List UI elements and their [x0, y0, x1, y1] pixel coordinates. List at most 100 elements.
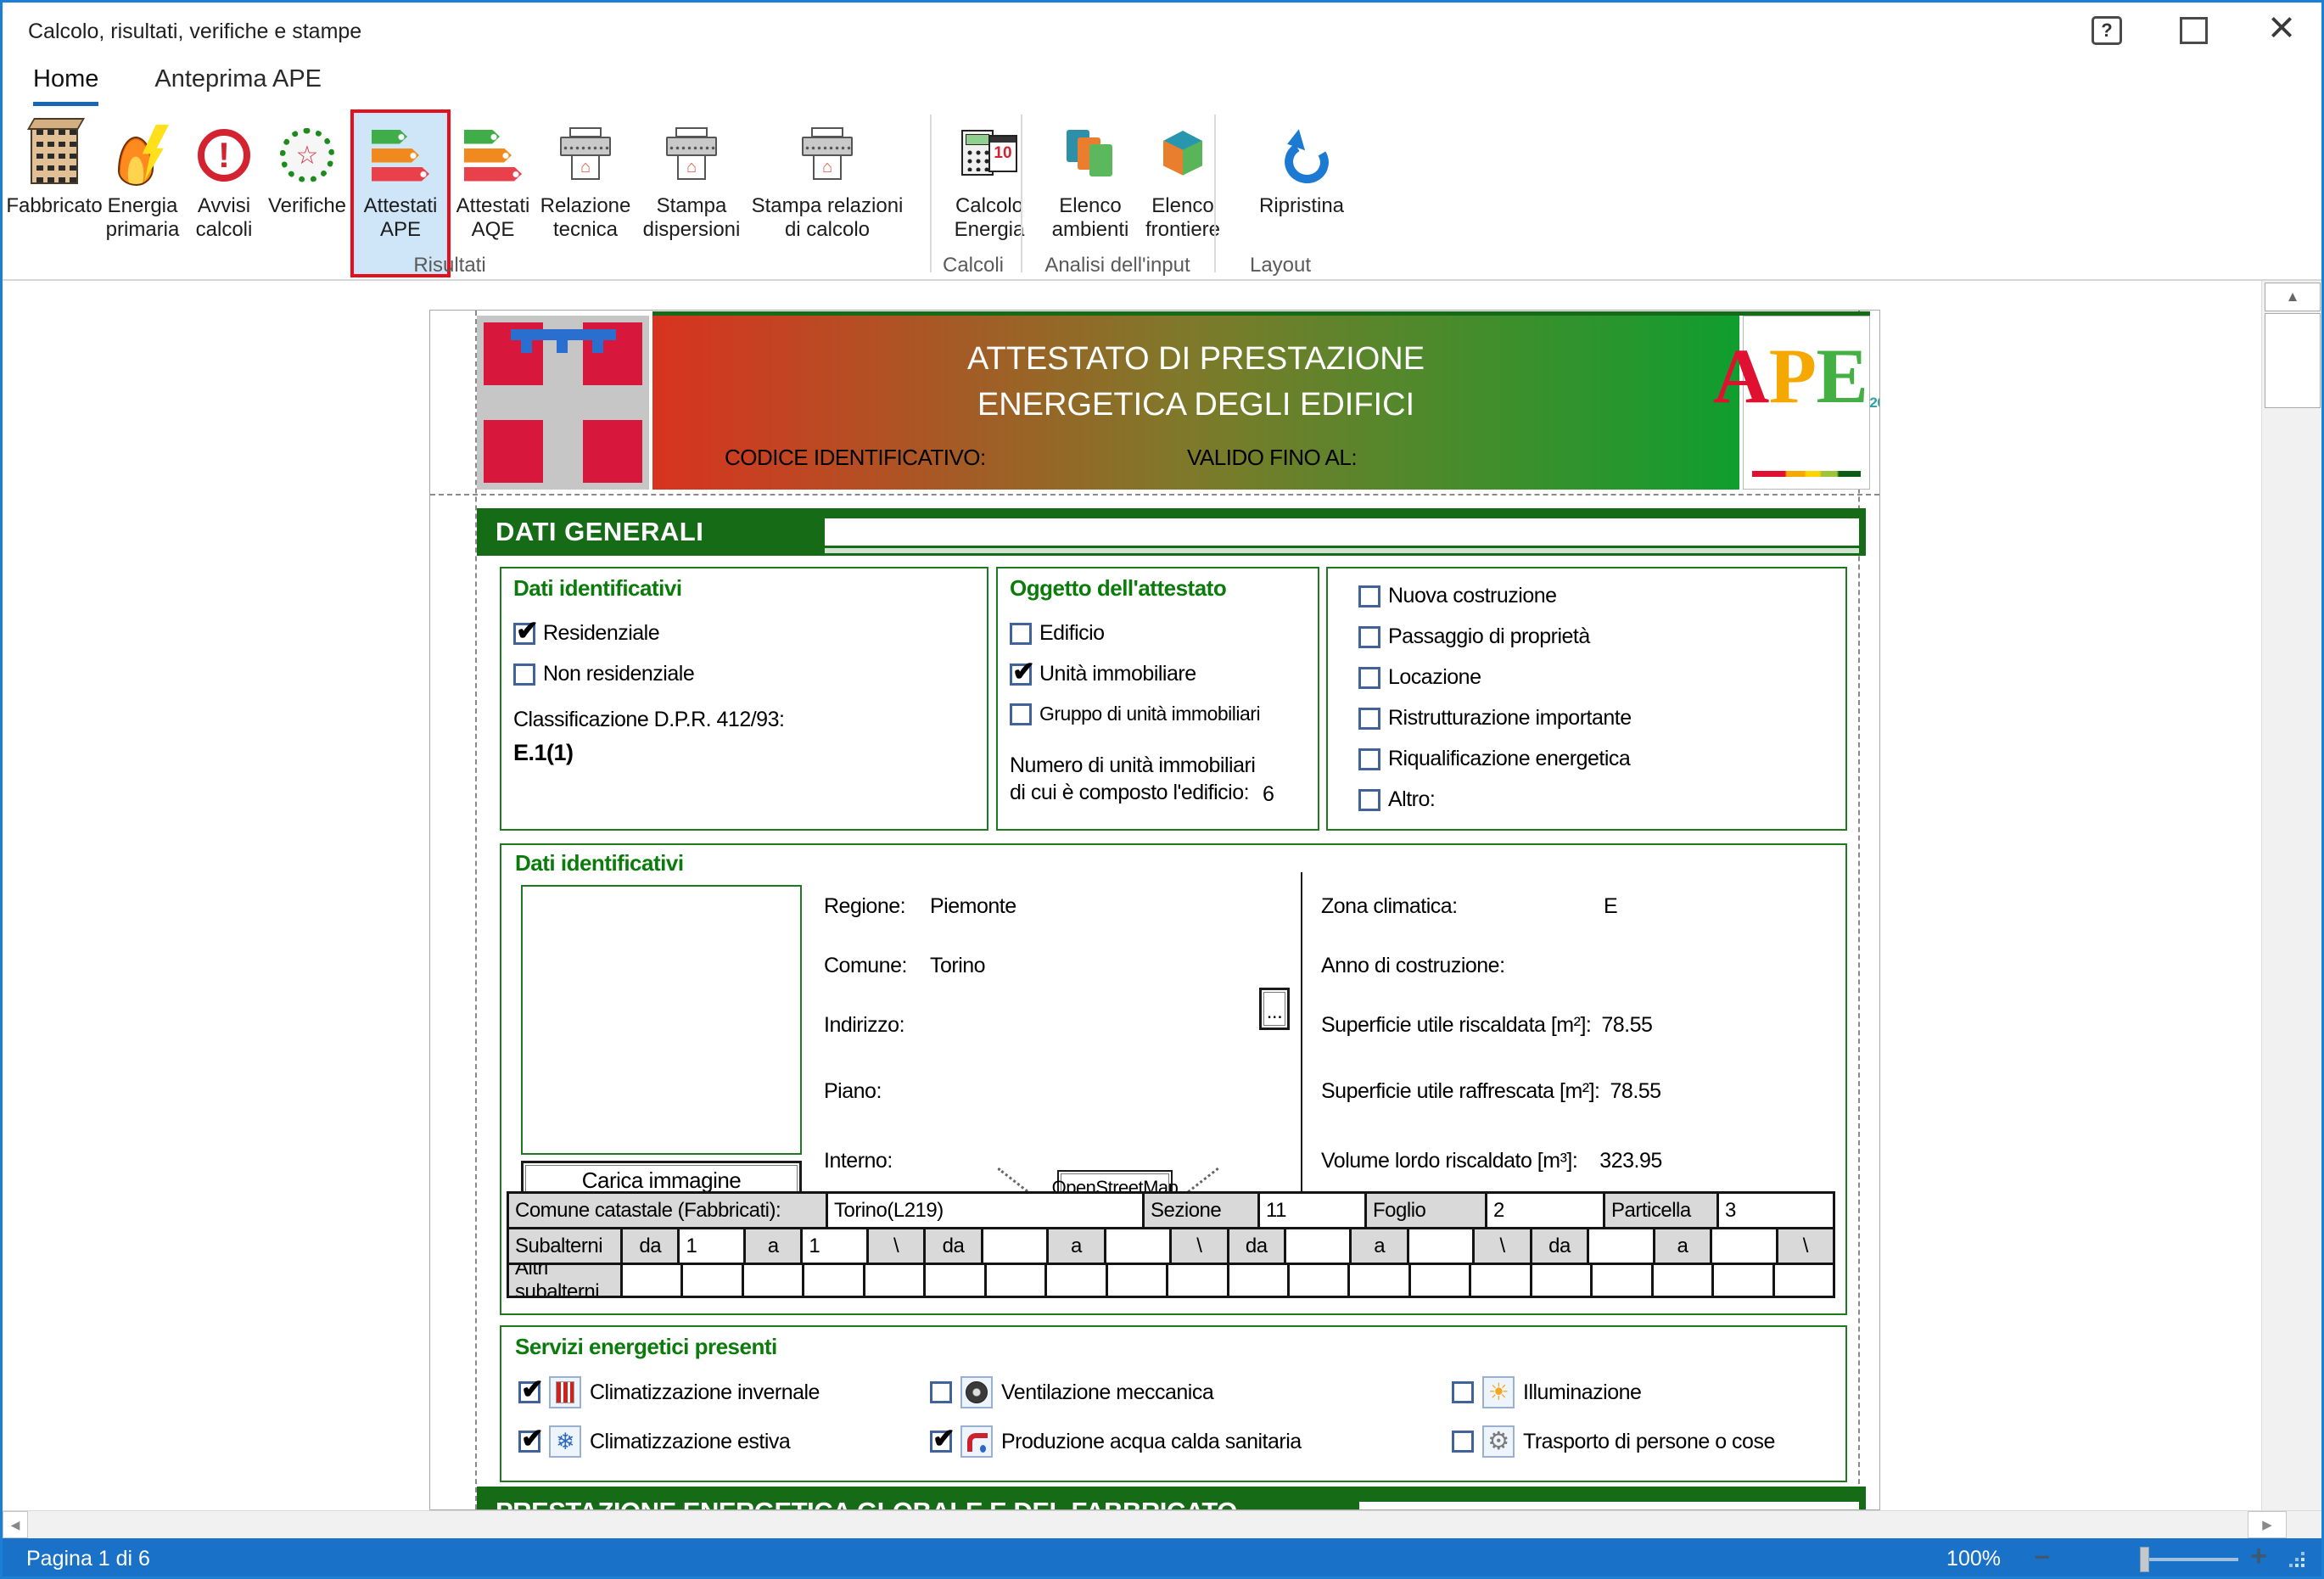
image-placeholder	[521, 885, 802, 1155]
checkbox-non-residenziale[interactable]: Non residenziale	[513, 662, 695, 686]
toolbar-item-elenco-ambienti[interactable]: Elenco ambienti	[1044, 109, 1136, 277]
particella-value: 3	[1719, 1191, 1835, 1227]
radiator-icon	[549, 1376, 581, 1408]
building-icon	[31, 116, 78, 194]
margin-guide	[475, 311, 477, 1509]
zoom-out-button[interactable]: −	[2034, 1542, 2050, 1572]
toolbar-item-ripristina[interactable]: Ripristina	[1248, 109, 1355, 277]
vertical-scrollbar[interactable]: ▲	[2261, 281, 2321, 1510]
checkbox-unita-immobiliare[interactable]: ✔ Unità immobiliare	[1010, 658, 1196, 686]
sezione-value: 11	[1260, 1191, 1367, 1227]
service-climatizzazione-estiva[interactable]: ✔ ❄ Climatizzazione estiva	[518, 1425, 791, 1458]
status-bar: Pagina 1 di 6 100% − +	[3, 1538, 2321, 1576]
field-zona-climatica: Zona climatica: E	[1321, 894, 1618, 918]
superficie-riscaldata-value: 78.55	[1601, 1013, 1653, 1037]
help-button[interactable]: ?	[2092, 16, 2122, 45]
ribbon-divider	[3, 279, 2321, 281]
toolbar-item-fabbricato[interactable]: Fabbricato	[6, 109, 103, 277]
checkbox-unchecked	[1358, 707, 1380, 730]
header-title-line1: ATTESTATO DI PRESTAZIONE	[966, 341, 1425, 377]
service-ventilazione-meccanica[interactable]: Ventilazione meccanica	[930, 1376, 1214, 1408]
maximize-button[interactable]	[2180, 17, 2208, 44]
tab-home[interactable]: Home	[33, 65, 99, 106]
toolbar-item-attestati-ape[interactable]: Attestati APE	[350, 109, 451, 277]
close-button[interactable]: ×	[2268, 2, 2295, 53]
scroll-up-icon[interactable]: ▲	[2265, 283, 2321, 311]
group-separator	[1214, 115, 1216, 272]
toolbar-item-relazione-tecnica[interactable]: ⌂ Relazione tecnica	[535, 109, 636, 277]
checkbox-unchecked	[1010, 703, 1032, 725]
zoom-slider[interactable]	[2140, 1547, 2238, 1572]
toolbar-item-attestati-aqe[interactable]: Attestati AQE	[451, 109, 535, 277]
field-anno-costruzione: Anno di costruzione:	[1321, 954, 1505, 977]
printer-icon: ⌂	[664, 116, 719, 194]
box-dati-identificativi-2: Dati identificativi Carica immagine Regi…	[500, 843, 1847, 1315]
zona-value: E	[1604, 894, 1618, 918]
codice-identificativo-label: CODICE IDENTIFICATIVO:	[725, 445, 986, 470]
toolbar-item-calcolo-energia[interactable]: 10 Calcolo Energia	[946, 109, 1033, 277]
toolbar-item-stampa-dispersioni[interactable]: ⌂ Stampa dispersioni	[636, 109, 748, 277]
service-climatizzazione-invernale[interactable]: ✔ Climatizzazione invernale	[518, 1375, 820, 1408]
checkbox-altro[interactable]: Altro:	[1358, 787, 1436, 812]
zoom-in-button[interactable]: +	[2250, 1540, 2267, 1572]
valido-fino-label: VALIDO FINO AL:	[1187, 445, 1358, 470]
checkbox-nuova-costruzione[interactable]: Nuova costruzione	[1358, 584, 1557, 608]
service-illuminazione[interactable]: ☀ Illuminazione	[1452, 1376, 1642, 1408]
energy-labels-icon	[464, 116, 522, 194]
checkbox-edificio[interactable]: Edificio	[1010, 621, 1105, 646]
resize-grip[interactable]	[2289, 1552, 2293, 1555]
certificate-page: ATTESTATO DI PRESTAZIONE ENERGETICA DEGL…	[429, 310, 1880, 1510]
cube-icon	[1157, 116, 1208, 194]
comune-catastale-value: Torino(L219)	[828, 1191, 1145, 1227]
field-superficie-raffrescata: Superficie utile raffrescata [m²]: 78.55	[1321, 1079, 1662, 1103]
group-label-analisi: Analisi dell'input	[1044, 254, 1190, 277]
checkbox-unchecked	[1010, 622, 1032, 645]
ape-logo: APE2015	[1713, 316, 1879, 490]
field-regione: Regione: Piemonte	[824, 894, 1016, 918]
checkbox-gruppo-unita[interactable]: Gruppo di unità immobiliari	[1010, 703, 1261, 725]
checkbox-residenziale[interactable]: ✔ Residenziale	[513, 617, 660, 646]
tab-anteprima-ape[interactable]: Anteprima APE	[154, 65, 322, 92]
wreath-icon: ☆	[280, 116, 334, 194]
checkbox-unchecked	[513, 663, 535, 686]
group-separator	[1021, 115, 1022, 272]
service-acqua-calda-sanitaria[interactable]: ✔ Produzione acqua calda sanitaria	[930, 1425, 1302, 1458]
checkbox-locazione[interactable]: Locazione	[1358, 665, 1481, 690]
certificate-header: ATTESTATO DI PRESTAZIONE ENERGETICA DEGL…	[477, 311, 1879, 490]
table-row-altri-subalterni: Altri subalterni	[507, 1263, 1836, 1298]
ribbon-toolbar: Fabbricato Energia primaria ! Avvisi cal…	[6, 109, 1355, 277]
group-label-risultati: Risultati	[413, 254, 486, 277]
window-title: Calcolo, risultati, verifiche e stampe	[28, 20, 362, 43]
checkbox-unchecked	[930, 1381, 952, 1403]
field-volume-riscaldato: Volume lordo riscaldato [m³]: 323.95	[1321, 1149, 1662, 1173]
checkbox-checked: ✔	[1010, 658, 1035, 686]
toolbar-item-verifiche[interactable]: ☆ Verifiche	[264, 109, 350, 277]
toolbar-item-stampa-relazioni[interactable]: ⌂ Stampa relazioni di calcolo	[748, 109, 907, 277]
catasto-table: Comune catastale (Fabbricati): Torino(L2…	[507, 1191, 1836, 1298]
vertical-scrollbar-thumb[interactable]	[2265, 313, 2321, 408]
superficie-raffrescata-value: 78.55	[1610, 1079, 1662, 1103]
toolbar-item-energia-primaria[interactable]: Energia primaria	[101, 109, 184, 277]
checkbox-riqualificazione[interactable]: Riqualificazione energetica	[1358, 747, 1631, 771]
browse-indirizzo-button[interactable]: ...	[1259, 988, 1290, 1030]
warning-icon: !	[198, 116, 250, 194]
fan-icon	[960, 1376, 993, 1408]
toolbar-item-avvisi-calcoli[interactable]: ! Avvisi calcoli	[184, 109, 264, 277]
scroll-right-icon[interactable]: ▶	[2248, 1511, 2287, 1538]
numero-unita-line2: di cui è composto l'edificio:	[1010, 781, 1250, 804]
toolbar-item-elenco-frontiere[interactable]: Elenco frontiere	[1136, 109, 1229, 277]
zoom-slider-thumb[interactable]	[2140, 1547, 2149, 1572]
field-indirizzo: Indirizzo:	[824, 1013, 905, 1037]
field-piano: Piano:	[824, 1079, 882, 1103]
horizontal-scrollbar[interactable]: ◀ ▶	[3, 1510, 2321, 1538]
checkbox-passaggio-proprieta[interactable]: Passaggio di proprietà	[1358, 624, 1590, 649]
classificazione-label: Classificazione D.P.R. 412/93:	[513, 708, 785, 731]
scroll-left-icon[interactable]: ◀	[3, 1511, 28, 1538]
checkbox-unchecked	[1358, 748, 1380, 770]
title-bar: Calcolo, risultati, verifiche e stampe ?…	[3, 3, 2321, 55]
printer-icon: ⌂	[800, 116, 854, 194]
checkbox-ristrutturazione[interactable]: Ristrutturazione importante	[1358, 706, 1632, 731]
service-trasporto-persone[interactable]: ⚙ Trasporto di persone o cose	[1452, 1425, 1775, 1458]
gear-icon: ⚙	[1482, 1425, 1515, 1458]
